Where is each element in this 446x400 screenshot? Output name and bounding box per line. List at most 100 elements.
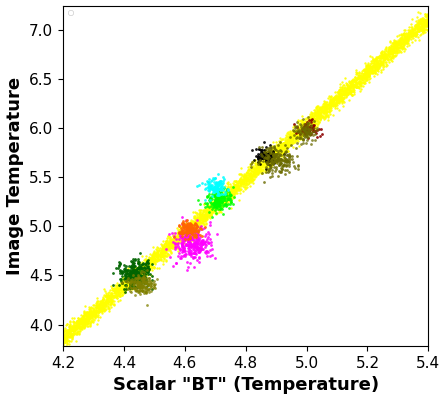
Point bbox=[367, 64, 374, 70]
Point bbox=[306, 130, 313, 136]
Point bbox=[91, 314, 99, 321]
Point bbox=[159, 254, 166, 260]
Point bbox=[69, 334, 76, 340]
Point bbox=[109, 292, 116, 298]
Point bbox=[140, 282, 147, 288]
Point bbox=[65, 332, 72, 339]
Point bbox=[364, 64, 371, 71]
Point bbox=[219, 199, 226, 206]
Point bbox=[439, 0, 446, 3]
Point bbox=[396, 38, 404, 44]
Point bbox=[131, 276, 138, 283]
Point bbox=[149, 259, 157, 266]
Point bbox=[192, 245, 199, 251]
Point bbox=[256, 157, 264, 164]
Point bbox=[321, 101, 328, 107]
Point bbox=[428, 14, 435, 21]
Point bbox=[97, 302, 104, 308]
Point bbox=[315, 119, 322, 125]
Point bbox=[119, 269, 126, 275]
Point bbox=[210, 205, 217, 212]
Point bbox=[249, 170, 256, 176]
Point bbox=[201, 207, 208, 213]
Point bbox=[320, 98, 327, 104]
Point bbox=[124, 265, 132, 272]
Point bbox=[333, 96, 340, 102]
Point bbox=[125, 280, 132, 287]
Point bbox=[377, 62, 384, 68]
Point bbox=[196, 223, 203, 229]
Point bbox=[334, 95, 342, 102]
Point bbox=[308, 125, 315, 131]
Point bbox=[214, 202, 221, 209]
Point bbox=[158, 243, 165, 250]
Point bbox=[412, 22, 419, 29]
Point bbox=[94, 314, 101, 320]
Point bbox=[309, 117, 316, 123]
Point bbox=[284, 148, 291, 154]
Point bbox=[138, 284, 145, 290]
Point bbox=[140, 266, 147, 272]
Point bbox=[202, 231, 209, 238]
Point bbox=[183, 225, 190, 232]
Point bbox=[332, 92, 339, 99]
Point bbox=[186, 236, 193, 242]
Point bbox=[435, 4, 442, 10]
Point bbox=[437, 5, 444, 12]
Point bbox=[369, 67, 376, 74]
Point bbox=[348, 82, 355, 88]
Point bbox=[212, 202, 219, 208]
Point bbox=[288, 139, 295, 146]
Point bbox=[346, 86, 353, 93]
Point bbox=[106, 301, 113, 307]
Point bbox=[61, 338, 68, 344]
Point bbox=[176, 228, 183, 235]
Point bbox=[79, 319, 86, 326]
Point bbox=[146, 275, 153, 281]
Point bbox=[200, 201, 207, 208]
Point bbox=[134, 282, 141, 288]
Point bbox=[318, 105, 325, 111]
Point bbox=[165, 243, 172, 250]
Point bbox=[373, 60, 380, 66]
Point bbox=[185, 226, 192, 233]
Point bbox=[349, 81, 356, 88]
Point bbox=[375, 54, 382, 60]
Point bbox=[182, 232, 189, 239]
Point bbox=[349, 81, 356, 87]
Point bbox=[301, 121, 309, 128]
Point bbox=[173, 233, 180, 240]
Point bbox=[439, 0, 446, 4]
Point bbox=[191, 227, 198, 233]
Point bbox=[186, 241, 194, 248]
Point bbox=[430, 6, 437, 12]
Point bbox=[196, 241, 203, 247]
Point bbox=[118, 270, 125, 276]
Point bbox=[414, 26, 421, 32]
Point bbox=[120, 279, 127, 286]
Point bbox=[135, 266, 142, 273]
Point bbox=[209, 196, 216, 202]
Point bbox=[198, 240, 205, 246]
Point bbox=[165, 240, 172, 246]
Point bbox=[298, 126, 306, 133]
Point bbox=[253, 166, 260, 173]
Point bbox=[255, 168, 262, 175]
Point bbox=[310, 107, 317, 113]
Point bbox=[146, 280, 153, 286]
Point bbox=[268, 153, 275, 159]
Point bbox=[82, 322, 89, 329]
Point bbox=[146, 286, 153, 292]
Point bbox=[133, 268, 140, 274]
Point bbox=[152, 250, 159, 256]
Point bbox=[263, 160, 270, 166]
Point bbox=[194, 216, 201, 223]
Point bbox=[95, 303, 103, 310]
Point bbox=[302, 120, 309, 126]
Point bbox=[183, 236, 190, 243]
Point bbox=[287, 137, 294, 143]
Point bbox=[133, 268, 140, 274]
Point bbox=[395, 44, 402, 51]
Point bbox=[73, 324, 80, 330]
Point bbox=[117, 290, 124, 296]
